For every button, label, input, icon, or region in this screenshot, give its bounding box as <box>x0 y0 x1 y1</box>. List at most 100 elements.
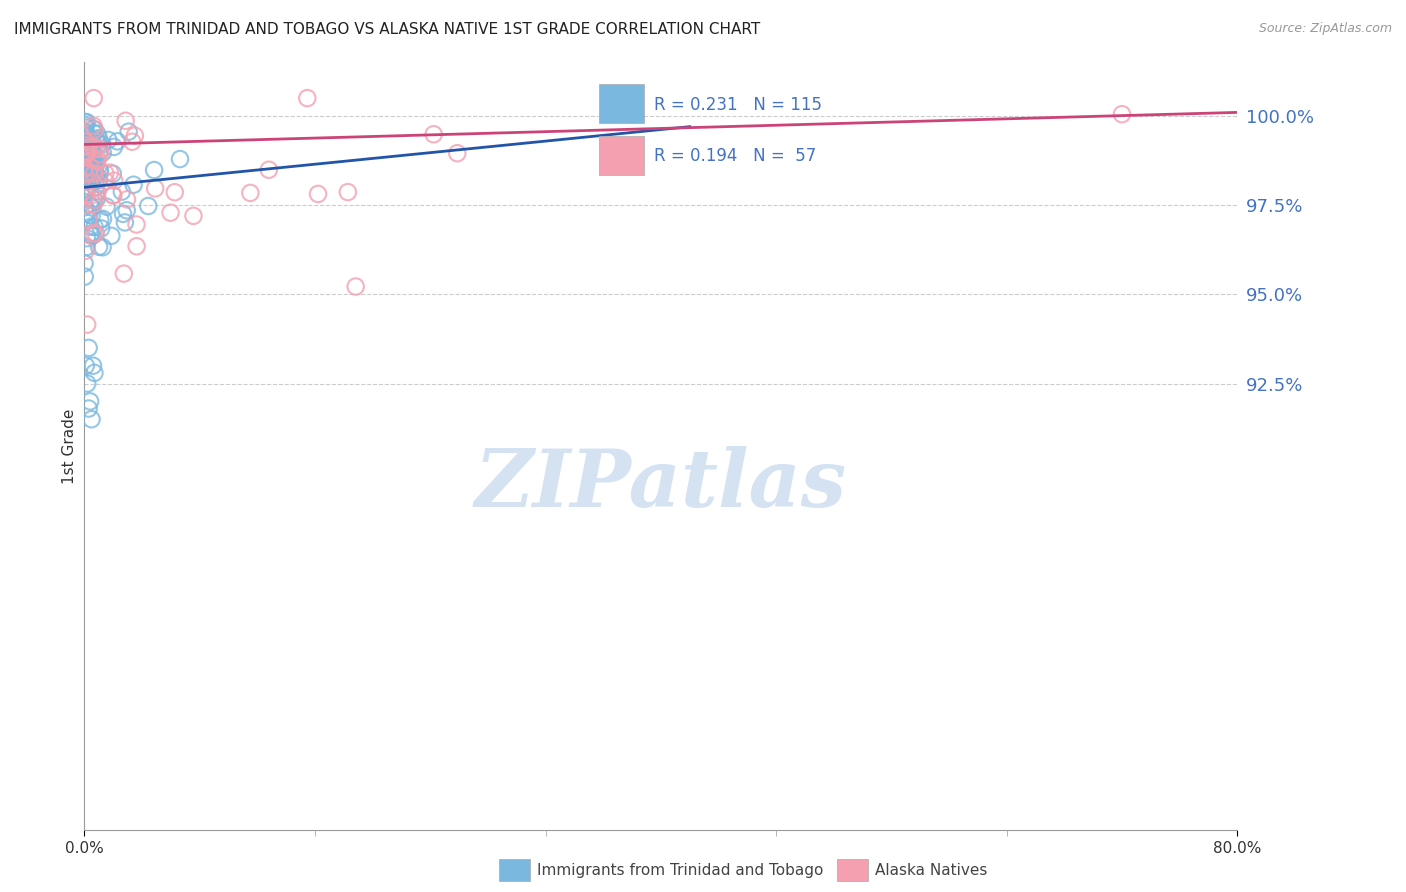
Point <box>446 146 468 161</box>
Point <box>84 180 107 194</box>
Point <box>105 134 128 148</box>
Point <box>89 173 111 187</box>
Point <box>83 193 105 207</box>
Point <box>73 256 96 270</box>
Point <box>73 127 96 141</box>
Point <box>83 197 105 211</box>
Point <box>84 153 107 168</box>
Point <box>83 219 105 234</box>
Point <box>96 200 118 214</box>
Point <box>307 186 329 201</box>
Point <box>82 122 104 136</box>
Point <box>91 211 114 226</box>
Point <box>89 212 111 227</box>
Point <box>73 158 96 172</box>
Point <box>83 161 105 176</box>
Point <box>77 169 100 183</box>
Point <box>91 145 114 160</box>
Point <box>73 165 96 179</box>
Point <box>75 128 97 143</box>
Point <box>77 179 100 194</box>
Point <box>79 161 101 175</box>
Point <box>112 267 135 281</box>
Point <box>76 231 98 245</box>
Point <box>75 160 97 174</box>
Point <box>89 147 111 161</box>
Point <box>103 174 125 188</box>
Point <box>98 165 121 179</box>
Point <box>76 376 98 391</box>
Point <box>80 412 103 426</box>
Text: Alaska Natives: Alaska Natives <box>875 863 987 878</box>
Point <box>75 135 97 149</box>
Point <box>101 188 124 202</box>
Point <box>77 151 100 165</box>
Text: Immigrants from Trinidad and Tobago: Immigrants from Trinidad and Tobago <box>537 863 824 878</box>
Point <box>73 149 96 163</box>
Point <box>77 213 100 227</box>
Text: IMMIGRANTS FROM TRINIDAD AND TOBAGO VS ALASKA NATIVE 1ST GRADE CORRELATION CHART: IMMIGRANTS FROM TRINIDAD AND TOBAGO VS A… <box>14 22 761 37</box>
Point <box>82 145 104 159</box>
Point <box>86 157 108 171</box>
Point <box>89 165 111 179</box>
Point <box>183 209 205 223</box>
Point <box>80 169 103 184</box>
Point <box>76 134 98 148</box>
Point <box>75 148 97 162</box>
Point <box>82 229 104 244</box>
Point <box>76 181 98 195</box>
Point <box>75 138 97 153</box>
Point <box>77 140 100 154</box>
Point <box>75 359 97 373</box>
Point <box>82 140 104 154</box>
Point <box>79 197 101 211</box>
Point <box>163 185 186 199</box>
Point <box>80 201 103 215</box>
Point <box>101 167 124 181</box>
Point <box>79 227 101 241</box>
Point <box>1111 107 1133 121</box>
Point <box>75 138 97 153</box>
Point <box>75 168 97 182</box>
Point <box>77 169 100 183</box>
Point <box>80 219 103 234</box>
Point <box>422 128 444 142</box>
Point <box>112 207 135 221</box>
Point <box>76 182 98 196</box>
Point <box>136 199 159 213</box>
Point <box>73 269 96 284</box>
Point <box>84 142 107 156</box>
Point <box>75 120 97 135</box>
Point <box>77 401 100 416</box>
Point <box>125 239 148 253</box>
Point <box>75 188 97 202</box>
Point <box>111 185 134 199</box>
Point <box>77 208 100 222</box>
Point <box>84 168 107 182</box>
Point <box>87 136 110 151</box>
Point <box>89 163 111 178</box>
Point <box>75 240 97 254</box>
Point <box>91 137 114 152</box>
Point <box>125 218 148 232</box>
Point <box>79 188 101 202</box>
Point <box>75 149 97 163</box>
Point <box>84 227 107 241</box>
Point <box>73 155 96 169</box>
Point <box>239 186 262 200</box>
Point <box>82 359 104 373</box>
Point <box>75 244 97 258</box>
Point <box>73 175 96 189</box>
Point <box>115 193 138 207</box>
Point <box>86 134 108 148</box>
Point <box>75 125 97 139</box>
Point <box>344 279 367 293</box>
Point <box>75 188 97 202</box>
Point <box>75 206 97 220</box>
Point <box>80 209 103 223</box>
Point <box>84 180 107 194</box>
Point <box>76 115 98 129</box>
Point <box>94 166 117 180</box>
Point <box>103 188 125 202</box>
Point <box>82 140 104 154</box>
